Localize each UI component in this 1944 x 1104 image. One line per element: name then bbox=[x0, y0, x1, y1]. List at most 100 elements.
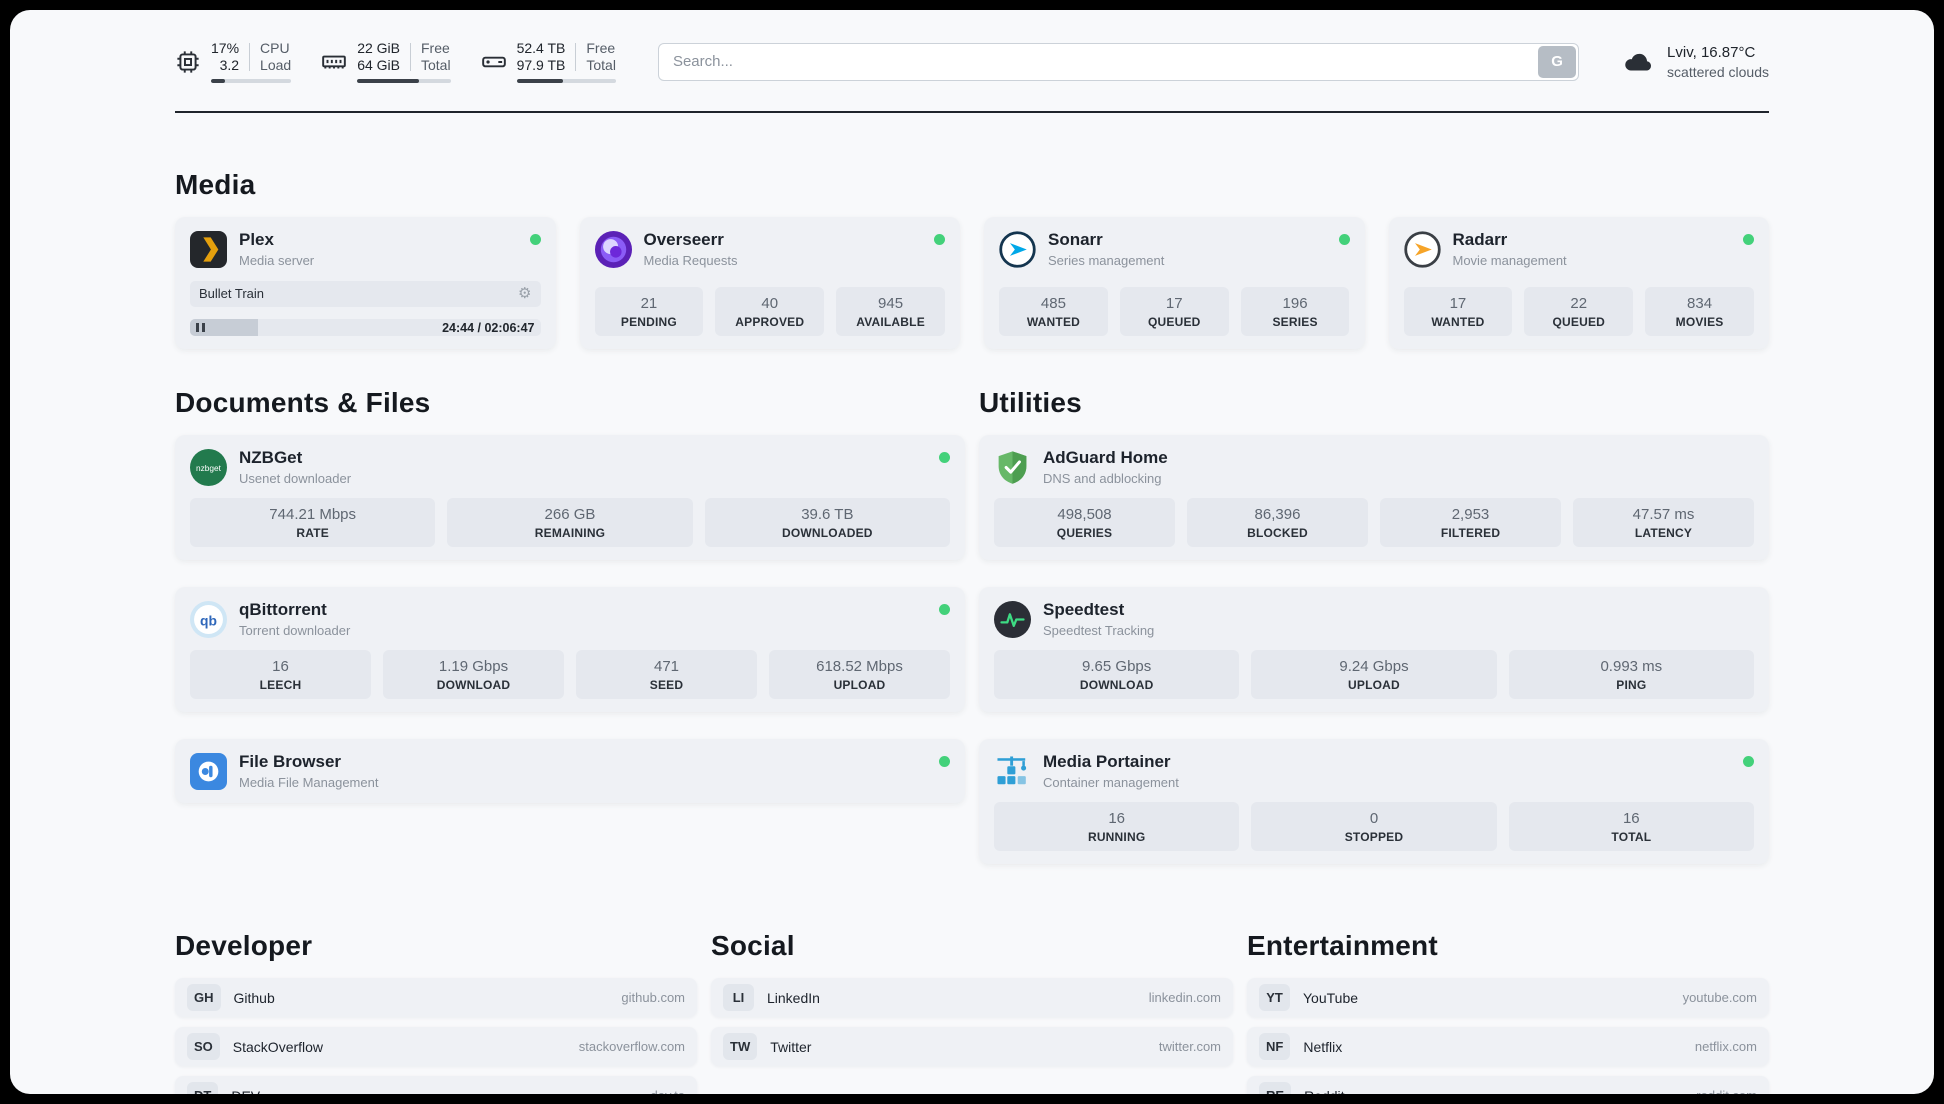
utilities-section-title: Utilities bbox=[979, 387, 1082, 418]
stat-latency: 47.57 ms LATENCY bbox=[1573, 498, 1754, 547]
nzbget-icon: nzbget bbox=[190, 448, 227, 486]
speedtest-card[interactable]: Speedtest Speedtest Tracking 9.65 Gbps D… bbox=[979, 587, 1769, 712]
overseerr-card[interactable]: Overseerr Media Requests 21 PENDING 40 A… bbox=[579, 217, 960, 349]
stat-value: 22 bbox=[1570, 295, 1588, 312]
bookmark-url: github.com bbox=[621, 990, 685, 1005]
bookmark-abbr: TW bbox=[723, 1033, 758, 1060]
bookmark-url: youtube.com bbox=[1682, 990, 1757, 1005]
bookmark-name: Netflix bbox=[1303, 1038, 1343, 1055]
filebrowser-card[interactable]: File Browser Media File Management bbox=[175, 739, 965, 803]
bookmark-youtube[interactable]: YT YouTube youtube.com bbox=[1247, 978, 1769, 1017]
player-row: 24:44 / 02:06:47 bbox=[190, 319, 541, 336]
bookmark-twitter[interactable]: TW Twitter twitter.com bbox=[711, 1027, 1233, 1066]
bookmark-dev[interactable]: DT DEV dev.to bbox=[175, 1076, 697, 1094]
memory-free-value: 22 GiB bbox=[357, 40, 400, 56]
stat-value: 17 bbox=[1449, 295, 1467, 312]
stat-label: RUNNING bbox=[1087, 830, 1146, 844]
stat-pending: 21 PENDING bbox=[594, 287, 704, 336]
divider bbox=[249, 43, 251, 71]
stat-value: 16 bbox=[272, 658, 289, 675]
stat-label: PENDING bbox=[620, 315, 677, 329]
app-subtitle: Usenet downloader bbox=[239, 471, 352, 486]
social-section-title: Social bbox=[711, 930, 795, 961]
weather-location: Lviv, 16.87°C bbox=[1667, 43, 1756, 61]
qbittorrent-icon: qb bbox=[190, 600, 227, 638]
topbar: 17% 3.2 CPU Load bbox=[175, 10, 1769, 83]
bookmark-github[interactable]: GH Github github.com bbox=[175, 978, 697, 1017]
app-subtitle: Media Requests bbox=[643, 253, 738, 268]
stat-value: 196 bbox=[1282, 295, 1308, 312]
stat-value: 266 GB bbox=[544, 506, 596, 523]
overseerr-icon bbox=[594, 230, 632, 268]
stat-ping: 0.993 ms PING bbox=[1508, 650, 1754, 699]
stat-label: PING bbox=[1616, 678, 1647, 692]
stat-label: SERIES bbox=[1272, 315, 1318, 329]
status-dot bbox=[939, 452, 950, 463]
bookmark-url: stackoverflow.com bbox=[578, 1039, 685, 1054]
status-dot bbox=[939, 756, 950, 767]
status-dot bbox=[934, 234, 945, 245]
qbittorrent-card[interactable]: qb qBittorrent Torrent downloader 16 bbox=[175, 587, 965, 712]
disk-free-value: 52.4 TB bbox=[516, 40, 566, 56]
documents-section-title: Documents & Files bbox=[175, 387, 431, 418]
app-subtitle: Series management bbox=[1048, 253, 1165, 268]
bookmark-netflix[interactable]: NF Netflix netflix.com bbox=[1247, 1027, 1769, 1066]
stat-downloaded: 39.6 TB DOWNLOADED bbox=[704, 498, 950, 547]
pause-icon[interactable] bbox=[196, 323, 205, 332]
memory-total-value: 64 GiB bbox=[357, 57, 400, 73]
app-name: qBittorrent bbox=[239, 600, 327, 619]
search-engine-button[interactable]: G bbox=[1538, 45, 1577, 78]
radarr-card[interactable]: Radarr Movie management 17 WANTED 22 QUE… bbox=[1388, 217, 1769, 349]
stat-blocked: 86,396 BLOCKED bbox=[1187, 498, 1368, 547]
stat-label: RATE bbox=[296, 526, 329, 540]
search-input[interactable] bbox=[658, 43, 1537, 80]
bookmark-abbr: RE bbox=[1259, 1082, 1292, 1094]
stat-value: 16 bbox=[1108, 810, 1125, 827]
stat-label: QUEUED bbox=[1147, 315, 1201, 329]
disk-metric: 52.4 TB 97.9 TB Free Total bbox=[481, 40, 616, 83]
media-section: Media Plex Media server bbox=[175, 169, 1769, 349]
stat-filtered: 2,953 FILTERED bbox=[1380, 498, 1561, 547]
stat-total: 16 TOTAL bbox=[1508, 802, 1754, 851]
app-subtitle: Media File Management bbox=[239, 775, 379, 790]
bookmark-reddit[interactable]: RE Reddit reddit.com bbox=[1247, 1076, 1769, 1094]
memory-free-label: Free bbox=[421, 40, 450, 56]
dashboard-panel: 17% 3.2 CPU Load bbox=[10, 10, 1934, 1094]
gear-icon[interactable]: ⚙ bbox=[518, 285, 532, 302]
plex-card[interactable]: Plex Media server Bullet Train ⚙ 24 bbox=[175, 217, 556, 349]
stat-label: REMAINING bbox=[534, 526, 606, 540]
search-area: G bbox=[657, 42, 1580, 81]
app-name: Overseerr bbox=[643, 230, 724, 249]
app-subtitle: Container management bbox=[1043, 775, 1179, 790]
disk-free-label: Free bbox=[586, 40, 616, 56]
memory-total-label: Total bbox=[421, 57, 451, 73]
hard-drive-icon bbox=[481, 49, 507, 75]
stat-value: 471 bbox=[653, 658, 680, 675]
stat-running: 16 RUNNING bbox=[994, 802, 1240, 851]
system-metrics: 17% 3.2 CPU Load bbox=[175, 40, 616, 83]
cpu-chip-icon bbox=[175, 49, 201, 75]
filebrowser-icon bbox=[190, 752, 227, 790]
stat-value: 9.24 Gbps bbox=[1339, 658, 1409, 675]
stat-value: 2,953 bbox=[1451, 506, 1490, 523]
stat-label: STOPPED bbox=[1344, 830, 1404, 844]
bookmark-linkedin[interactable]: LI LinkedIn linkedin.com bbox=[711, 978, 1233, 1017]
playback-progress-bar[interactable]: 24:44 / 02:06:47 bbox=[190, 319, 541, 336]
sonarr-card[interactable]: Sonarr Series management 485 WANTED 17 Q… bbox=[984, 217, 1365, 349]
bookmark-url: twitter.com bbox=[1158, 1039, 1221, 1054]
sonarr-icon bbox=[999, 230, 1036, 268]
app-name: NZBGet bbox=[239, 448, 303, 467]
cpu-load-label: Load bbox=[260, 57, 292, 73]
stat-seed: 471 SEED bbox=[576, 650, 757, 699]
stat-value: 16 bbox=[1622, 810, 1640, 827]
adguard-card[interactable]: AdGuard Home DNS and adblocking 498,508 … bbox=[979, 435, 1769, 560]
stat-label: QUEUED bbox=[1552, 315, 1606, 329]
bookmark-stackoverflow[interactable]: SO StackOverflow stackoverflow.com bbox=[175, 1027, 697, 1066]
bookmark-abbr: YT bbox=[1259, 984, 1290, 1011]
stat-value: 40 bbox=[761, 295, 779, 312]
nzbget-card[interactable]: nzbget NZBGet Usenet downloader 744.21 M… bbox=[175, 435, 965, 560]
app-name: Media Portainer bbox=[1043, 752, 1171, 771]
stat-label: AVAILABLE bbox=[856, 315, 925, 329]
portainer-card[interactable]: Media Portainer Container management 16 … bbox=[979, 739, 1769, 864]
bookmark-url: linkedin.com bbox=[1148, 990, 1221, 1005]
